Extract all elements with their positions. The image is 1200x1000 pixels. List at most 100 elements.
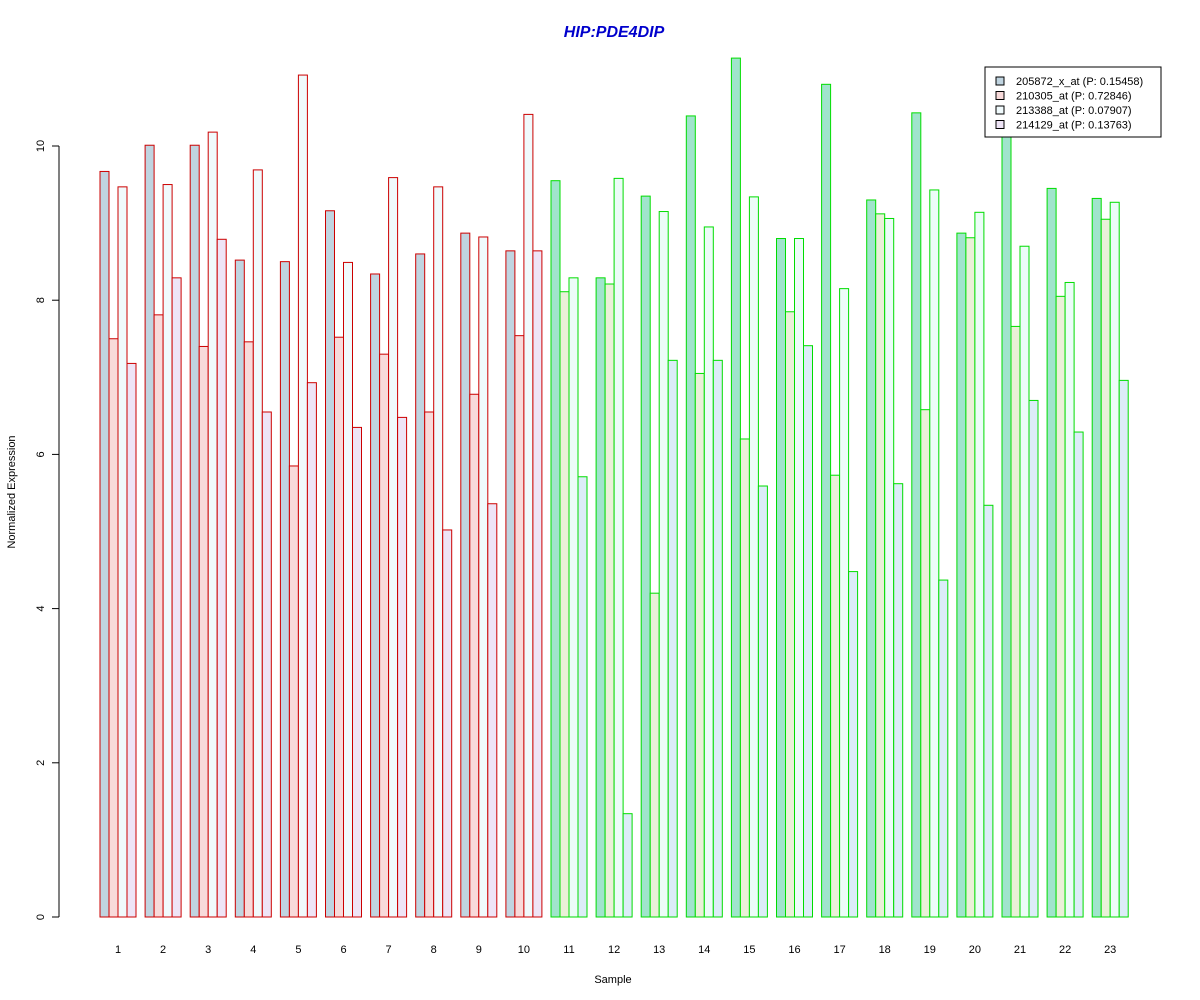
bar-sample-18-series-3 (884, 217, 895, 918)
bar-sample-22-series-4 (1073, 431, 1084, 918)
bar-sample-14-series-2 (694, 372, 705, 918)
y-tick-label: 10 (35, 140, 47, 152)
legend-swatch (995, 105, 1005, 115)
bar-sample-15-series-2 (739, 438, 750, 918)
bar-sample-5-series-3 (297, 74, 308, 918)
bar-sample-22-series-2 (1055, 295, 1066, 918)
bar-sample-17-series-4 (848, 571, 859, 918)
bar-sample-21-series-1 (1001, 122, 1012, 918)
bar-sample-2-series-2 (153, 314, 164, 918)
x-tick-label: 3 (205, 944, 211, 956)
x-tick-label: 4 (250, 944, 256, 956)
x-tick-label: 19 (924, 944, 936, 956)
bars-group (99, 57, 1129, 918)
x-tick-label: 22 (1059, 944, 1071, 956)
legend-entry: 214129_at (P: 0.13763) (1016, 120, 1132, 132)
x-tick-label: 18 (879, 944, 891, 956)
bar-sample-19-series-3 (929, 189, 940, 918)
y-tick-label: 6 (35, 451, 47, 457)
bar-sample-13-series-4 (667, 359, 678, 918)
bar-sample-15-series-1 (730, 57, 741, 918)
y-tick-label: 8 (35, 297, 47, 303)
bar-sample-6-series-2 (334, 336, 344, 918)
bar-sample-16-series-1 (776, 238, 786, 918)
bar-sample-13-series-3 (658, 211, 669, 918)
bar-sample-12-series-4 (622, 813, 633, 918)
bar-sample-9-series-1 (460, 232, 471, 918)
bar-sample-17-series-3 (839, 288, 850, 918)
bar-sample-18-series-4 (893, 483, 904, 918)
bar-sample-20-series-4 (983, 504, 994, 918)
bar-sample-21-series-3 (1019, 245, 1030, 918)
bar-sample-16-series-4 (803, 345, 813, 918)
bar-sample-3-series-2 (198, 345, 209, 918)
bar-sample-6-series-1 (325, 210, 335, 918)
bar-sample-11-series-3 (568, 277, 579, 918)
bar-sample-19-series-4 (938, 579, 949, 918)
bar-sample-14-series-4 (712, 359, 723, 918)
y-axis-label: Normalized Expression (6, 435, 18, 548)
bar-sample-19-series-2 (920, 409, 931, 918)
bar-sample-4-series-1 (234, 259, 245, 918)
bar-sample-3-series-3 (207, 131, 218, 918)
bar-sample-20-series-1 (956, 232, 967, 918)
bar-sample-2-series-3 (162, 184, 173, 918)
bar-sample-16-series-3 (794, 238, 804, 918)
legend-swatch (995, 120, 1005, 129)
bar-sample-3-series-4 (216, 238, 227, 918)
x-tick-label: 2 (160, 944, 166, 956)
x-tick-label: 14 (698, 944, 710, 956)
bar-sample-4-series-2 (243, 341, 254, 918)
y-tick-label: 2 (35, 760, 47, 766)
x-tick-label: 5 (295, 944, 301, 956)
bar-sample-8-series-1 (415, 253, 426, 918)
x-tick-label: 21 (1014, 944, 1026, 956)
bar-sample-10-series-4 (532, 250, 543, 918)
bar-sample-19-series-1 (911, 112, 922, 918)
bar-sample-23-series-1 (1091, 197, 1102, 918)
bar-sample-12-series-1 (595, 277, 606, 918)
bar-sample-5-series-2 (288, 465, 299, 918)
bar-sample-13-series-2 (649, 592, 660, 918)
bar-sample-20-series-2 (965, 237, 976, 918)
legend-swatch (995, 91, 1005, 100)
bar-sample-22-series-3 (1064, 281, 1075, 918)
bar-sample-13-series-1 (640, 195, 651, 918)
bar-sample-2-series-1 (144, 144, 155, 918)
bar-sample-11-series-1 (550, 180, 561, 918)
bar-sample-14-series-3 (703, 226, 714, 918)
bar-sample-3-series-1 (189, 144, 200, 918)
bar-sample-10-series-3 (523, 113, 534, 918)
bar-sample-20-series-3 (974, 211, 985, 918)
x-tick-label: 6 (340, 944, 346, 956)
bar-sample-11-series-4 (577, 476, 588, 918)
bar-sample-15-series-3 (748, 196, 759, 918)
bar-sample-8-series-2 (424, 411, 435, 918)
bar-sample-4-series-3 (252, 169, 263, 918)
x-tick-label: 8 (431, 944, 437, 956)
x-tick-label: 10 (518, 944, 530, 956)
bar-sample-21-series-2 (1010, 325, 1021, 918)
x-tick-label: 1 (115, 944, 121, 956)
bar-sample-15-series-4 (757, 485, 768, 918)
legend-entry: 213388_at (P: 0.07907) (1016, 105, 1132, 117)
bar-sample-5-series-4 (306, 382, 317, 918)
x-axis: 1 2 3 4 5 6 7 8 9 10 11 12 13 14 15 16 17 18 19 20 21 22 23 (115, 944, 1116, 956)
x-tick-label: 13 (653, 944, 665, 956)
legend-entry: 210305_at (P: 0.72846) (1016, 91, 1132, 103)
bar-sample-21-series-4 (1028, 399, 1039, 918)
bar-sample-18-series-1 (866, 199, 877, 918)
x-tick-label: 11 (563, 944, 574, 956)
x-tick-label: 23 (1104, 944, 1116, 956)
bar-sample-14-series-1 (685, 115, 696, 918)
bar-sample-1-series-1 (99, 170, 110, 918)
bar-sample-23-series-4 (1118, 379, 1129, 918)
bar-sample-7-series-4 (397, 416, 408, 918)
x-tick-label: 17 (833, 944, 845, 956)
y-tick-label: 0 (35, 914, 47, 920)
bar-sample-4-series-4 (261, 411, 272, 918)
bar-sample-22-series-1 (1046, 187, 1057, 918)
bar-sample-16-series-2 (785, 311, 795, 918)
bar-sample-6-series-4 (352, 426, 362, 918)
